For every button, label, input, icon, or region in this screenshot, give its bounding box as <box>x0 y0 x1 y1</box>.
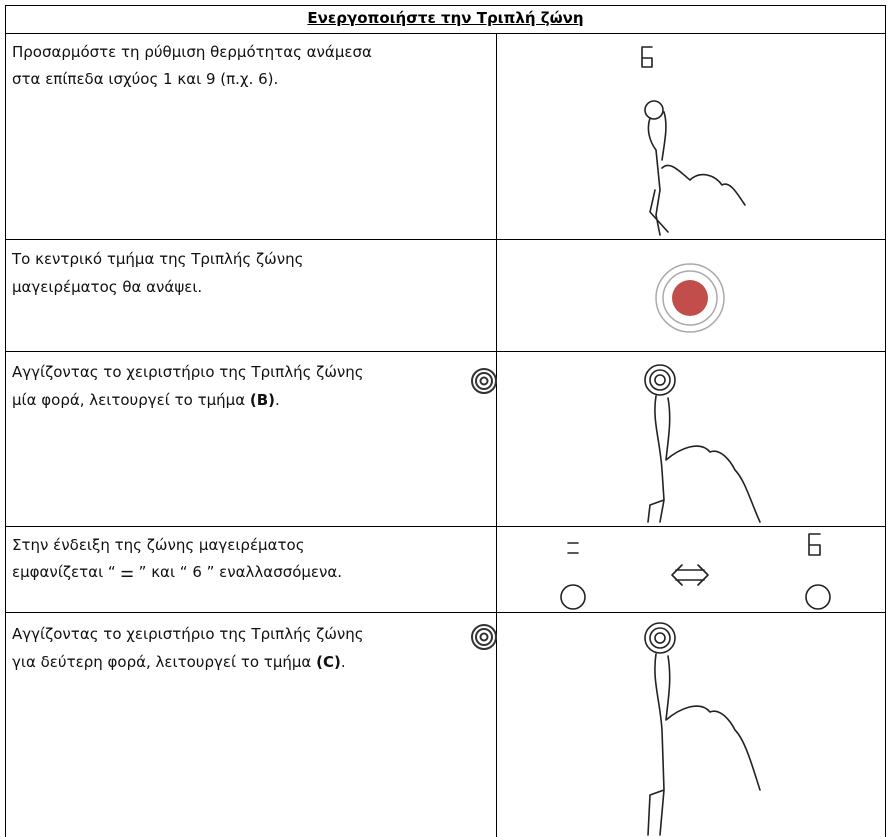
row-text: Προσαρμόστε τη ρύθμιση θερμότητας ανάμεσ… <box>12 43 372 61</box>
bold-text: (B) <box>249 391 276 409</box>
illustration-display-alternating <box>560 533 831 610</box>
text: μία φορά, λειτουργεί το τμήμα <box>12 391 250 409</box>
row-text: Αγγίζοντας το χειριστήριο της Τριπλής ζώ… <box>12 625 364 643</box>
bold-text: (C) <box>316 653 341 671</box>
illustration-hand-6 <box>641 46 746 236</box>
row-text: μαγειρέματος θα ανάψει. <box>12 278 203 296</box>
illustration-hand-triple-2 <box>644 622 761 836</box>
row-text: στα επίπεδα ισχύος 1 και 9 (π.χ. 6). <box>12 70 279 88</box>
text: . <box>275 391 280 409</box>
row-text: για δεύτερη φορά, λειτουργεί το τμήμα (C… <box>12 648 346 676</box>
illustration-triple-zone-lit <box>655 263 725 333</box>
inline-icon-2 <box>471 624 497 650</box>
row-text: Αγγίζοντας το χειριστήριο της Τριπλής ζώ… <box>12 363 364 381</box>
row-text: Στην ένδειξη της ζώνης μαγειρέματος <box>12 536 305 554</box>
table-borders <box>5 5 886 837</box>
row-text: μία φορά, λειτουργεί το τμήμα (B). <box>12 386 280 414</box>
text: . <box>340 653 346 671</box>
row-text: Το κεντρικό τμήμα της Τριπλής ζώνης <box>12 250 304 268</box>
row-text: εμφανίζεται “ ⚌ ” και “ 6 ” εναλλασσόμεν… <box>12 563 343 581</box>
inline-icon-1 <box>471 368 497 394</box>
text: για δεύτερη φορά, λειτουργεί το τμήμα <box>12 653 317 671</box>
illustration-hand-triple <box>644 364 761 523</box>
table-title: Ενεργοποιήστε την Τριπλή ζώνη <box>307 9 584 27</box>
